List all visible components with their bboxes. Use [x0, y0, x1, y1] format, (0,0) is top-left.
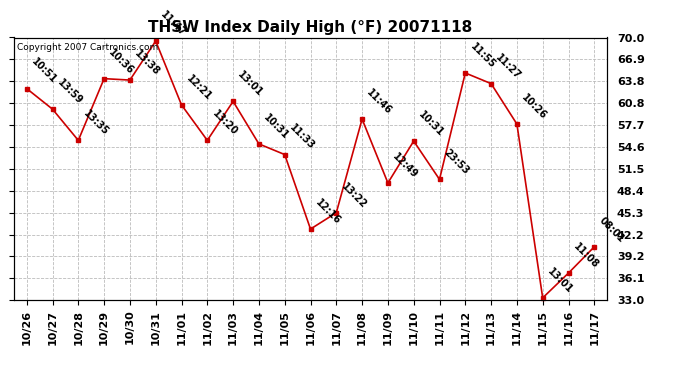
Text: 10:51: 10:51 [30, 57, 59, 86]
Text: 13:01: 13:01 [236, 70, 265, 99]
Text: 13:22: 13:22 [339, 181, 368, 210]
Text: 11:47: 11:47 [159, 9, 188, 38]
Text: 12:21: 12:21 [184, 73, 213, 102]
Text: 13:38: 13:38 [132, 48, 161, 77]
Text: Copyright 2007 Cartronics.com: Copyright 2007 Cartronics.com [17, 43, 158, 52]
Text: 12:16: 12:16 [313, 197, 342, 226]
Text: 12:49: 12:49 [391, 151, 420, 180]
Text: 11:55: 11:55 [468, 41, 497, 70]
Text: 13:20: 13:20 [210, 109, 239, 138]
Text: 11:33: 11:33 [288, 123, 317, 152]
Text: 11:46: 11:46 [365, 87, 394, 116]
Text: 08:01: 08:01 [597, 215, 626, 244]
Text: 23:53: 23:53 [442, 148, 471, 177]
Text: 13:01: 13:01 [546, 266, 575, 295]
Text: 10:26: 10:26 [520, 92, 549, 121]
Text: 13:35: 13:35 [81, 109, 110, 138]
Text: 10:36: 10:36 [107, 47, 136, 76]
Text: 10:31: 10:31 [262, 112, 290, 141]
Text: 13:59: 13:59 [55, 77, 84, 106]
Text: 11:08: 11:08 [571, 241, 600, 270]
Text: 10:31: 10:31 [417, 109, 446, 138]
Title: THSW Index Daily High (°F) 20071118: THSW Index Daily High (°F) 20071118 [148, 20, 473, 35]
Text: 11:27: 11:27 [494, 52, 523, 81]
